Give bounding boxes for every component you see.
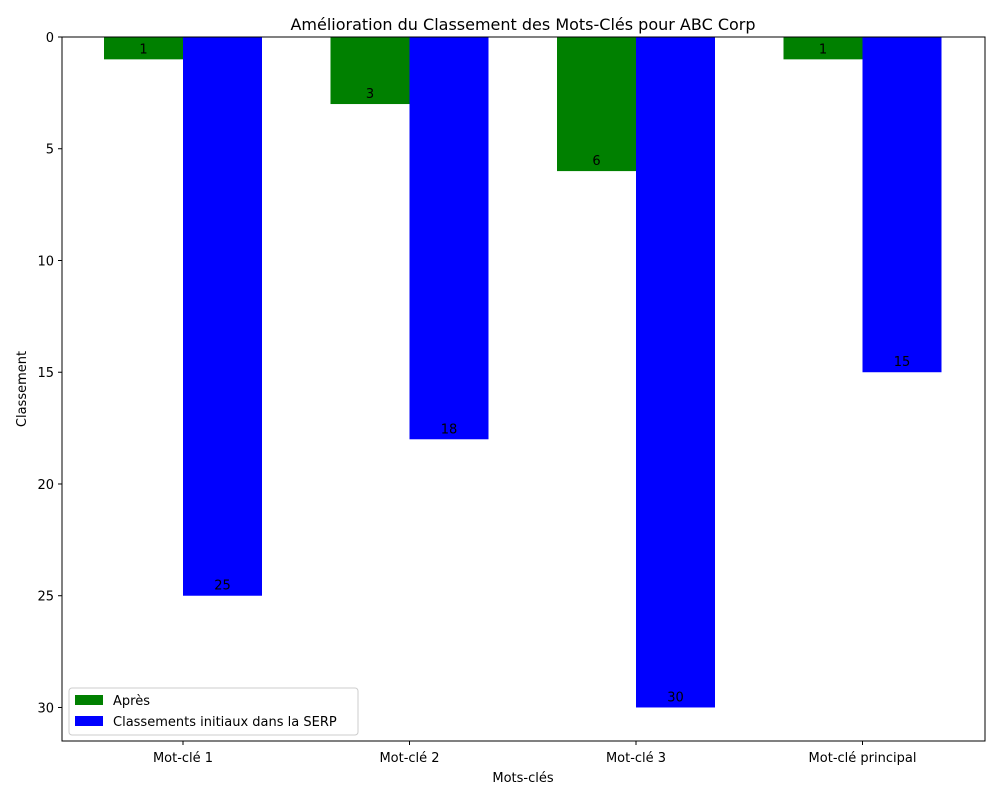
y-tick-label: 15 (37, 366, 54, 381)
data-labels-group: 1 25 3 18 6 30 1 15 (139, 42, 910, 705)
x-tick-label: Mot-clé 1 (153, 751, 213, 766)
y-tick-label: 20 (37, 478, 54, 493)
data-label-apres-4: 1 (819, 42, 827, 57)
y-tick-label: 0 (46, 31, 54, 46)
bars-group (104, 37, 942, 708)
bar-initial-1 (183, 37, 262, 596)
legend-entry: Après (113, 694, 150, 709)
plot-area-frame (61, 36, 986, 742)
y-axis: 0 5 10 15 20 25 30 (37, 31, 62, 716)
bar-initial-4 (862, 37, 942, 373)
y-axis-label: Classement (15, 351, 30, 427)
x-axis: Mot-clé 1 Mot-clé 2 Mot-clé 3 Mot-clé princ… (153, 741, 917, 766)
data-label-initial-1: 25 (214, 579, 231, 594)
legend: Après Classements initiaux dans la SERP (68, 687, 359, 736)
bar-apres-4 (783, 37, 863, 60)
bar-apres-3 (557, 37, 636, 172)
data-label-initial-3: 30 (667, 690, 684, 705)
legend-swatch (75, 695, 103, 705)
x-tick-label: Mot-clé 3 (606, 751, 666, 766)
legend-entry: Classements initiaux dans la SERP (113, 715, 337, 730)
x-tick-label: Mot-clé principal (809, 751, 917, 766)
x-axis-label: Mots-clés (492, 771, 553, 786)
bar-apres-1 (104, 37, 183, 60)
data-label-initial-4: 15 (894, 355, 911, 370)
legend-box (68, 687, 359, 736)
y-tick-label: 30 (37, 701, 54, 716)
bar-initial-2 (409, 37, 489, 440)
y-tick-label: 10 (37, 254, 54, 269)
y-tick-label: 5 (46, 143, 54, 158)
data-label-apres-2: 3 (366, 87, 374, 102)
bar-initial-3 (636, 37, 715, 708)
y-tick-label: 25 (37, 590, 54, 605)
bar-apres-2 (330, 37, 410, 105)
legend-swatch (75, 716, 103, 726)
chart-title: Amélioration du Classement des Mots-Clés… (290, 15, 755, 34)
data-label-apres-3: 6 (592, 154, 600, 169)
data-label-initial-2: 18 (441, 422, 458, 437)
x-tick-label: Mot-clé 2 (379, 751, 439, 766)
data-label-apres-1: 1 (139, 42, 147, 57)
